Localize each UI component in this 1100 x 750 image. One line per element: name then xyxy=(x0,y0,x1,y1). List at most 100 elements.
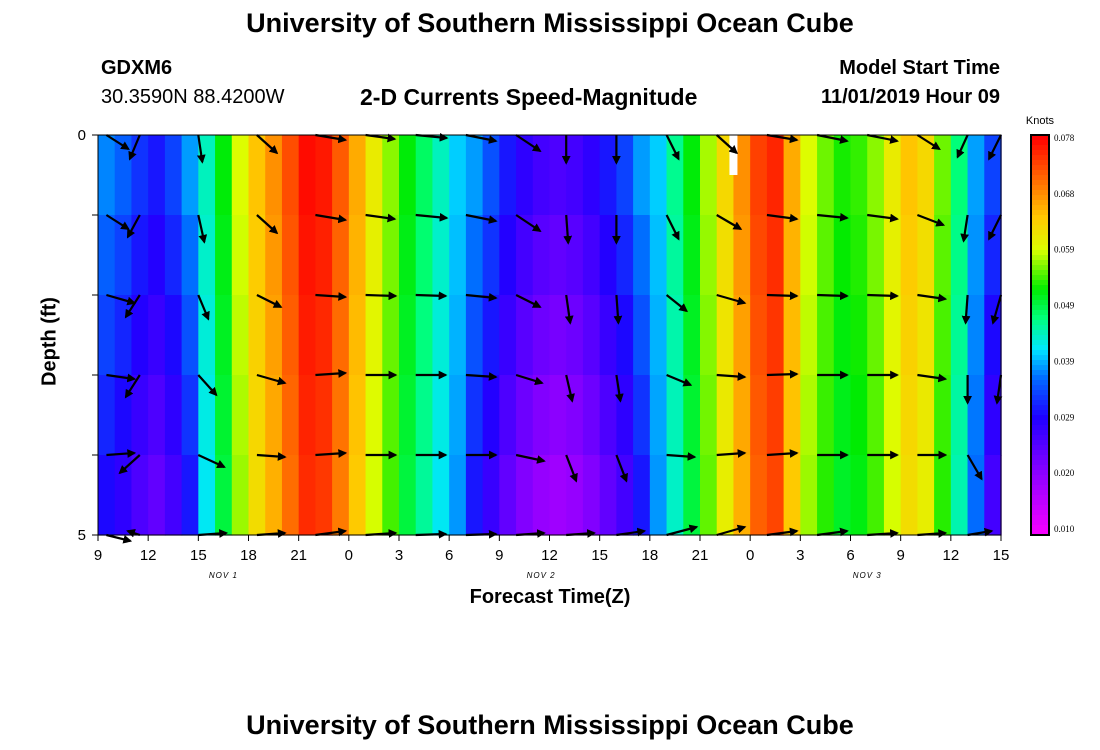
current-vector xyxy=(564,294,574,325)
heatmap-cell xyxy=(164,375,183,456)
colorbar-segment xyxy=(1031,460,1049,466)
heatmap-cell xyxy=(181,295,199,376)
current-vector xyxy=(106,373,137,383)
heatmap-cell xyxy=(733,215,751,296)
y-axis-title: Depth (ft) xyxy=(38,297,61,386)
heatmap-cell xyxy=(348,215,367,296)
current-vector xyxy=(867,291,899,301)
colorbar-segment xyxy=(1031,145,1049,151)
heatmap-cell xyxy=(281,455,300,536)
current-vector xyxy=(716,293,747,306)
colorbar-segment xyxy=(1031,225,1049,231)
heatmap-cell xyxy=(164,455,183,536)
heatmap-cell xyxy=(833,215,852,296)
current-vectors xyxy=(105,132,1003,544)
heatmap-cell xyxy=(900,215,918,296)
heatmap-cell xyxy=(215,135,233,216)
heatmap-cell xyxy=(415,135,434,216)
colorbar-segment xyxy=(1031,250,1049,256)
current-vector xyxy=(515,453,546,464)
heatmap-cell xyxy=(248,135,266,216)
current-vector xyxy=(315,133,348,144)
current-vector xyxy=(966,454,983,481)
heatmap-cell xyxy=(164,135,183,216)
heatmap-cell xyxy=(148,295,166,376)
heatmap-cell xyxy=(649,375,668,456)
colorbar-segment xyxy=(1031,305,1049,311)
current-vector xyxy=(515,294,542,308)
heatmap-cell xyxy=(582,215,601,296)
current-vector xyxy=(365,133,397,143)
heatmap-cell xyxy=(700,455,718,536)
heatmap-cell xyxy=(532,215,551,296)
heatmap-cell xyxy=(582,455,601,536)
x-tick-label: 15 xyxy=(993,547,1010,564)
colorbar-segment xyxy=(1031,345,1049,351)
heatmap-cell xyxy=(399,455,417,536)
x-tick-label: 12 xyxy=(942,547,959,564)
current-vector xyxy=(615,454,628,483)
colorbar-segment xyxy=(1031,410,1049,416)
current-vector xyxy=(665,214,680,241)
colorbar-segment xyxy=(1031,520,1049,526)
heatmap-cell xyxy=(532,135,551,216)
heatmap-cell xyxy=(215,295,233,376)
current-vector xyxy=(766,213,799,223)
current-vector xyxy=(960,214,970,243)
heatmap-cell xyxy=(766,295,785,376)
heatmap-cell xyxy=(599,295,617,376)
heatmap-cell xyxy=(566,295,584,376)
heatmap-cell xyxy=(833,295,852,376)
colorbar-segment xyxy=(1031,255,1049,261)
heatmap-cell xyxy=(499,295,517,376)
heatmap-cell xyxy=(315,455,333,536)
colorbar-segment xyxy=(1031,200,1049,206)
heatmap-cell xyxy=(215,455,233,536)
heatmap-cell xyxy=(883,375,902,456)
colorbar-segment xyxy=(1031,275,1049,281)
current-vector xyxy=(766,527,799,537)
heatmap-cell xyxy=(900,455,918,536)
colorbar-segment xyxy=(1031,365,1049,371)
current-vector xyxy=(315,292,348,301)
colorbar-segment xyxy=(1031,235,1049,241)
x-tick-label: 9 xyxy=(94,547,102,564)
heatmap-cell xyxy=(198,455,216,536)
colorbar-segment xyxy=(1031,405,1049,411)
heatmap-cell xyxy=(599,455,617,536)
heatmap-cell xyxy=(766,215,785,296)
heatmap-cell xyxy=(917,135,935,216)
heatmap-cell xyxy=(984,215,1002,296)
colorbar-segment xyxy=(1031,415,1049,421)
heatmap-cell xyxy=(950,295,969,376)
heatmap-cell xyxy=(465,295,484,376)
current-vector xyxy=(766,291,799,301)
current-vector xyxy=(315,213,348,224)
heatmap-cell xyxy=(783,455,801,536)
heatmap-cell xyxy=(649,295,668,376)
heatmap-cell xyxy=(432,455,450,536)
heatmap-cell xyxy=(833,455,852,536)
heatmap-cell xyxy=(482,135,500,216)
heatmap-cell xyxy=(482,215,500,296)
heatmap-cell xyxy=(649,455,668,536)
colorbar-segment xyxy=(1031,385,1049,391)
colorbar-segment xyxy=(1031,525,1049,531)
heatmap-cell xyxy=(315,135,333,216)
colorbar-tick-label: 0.068 xyxy=(1054,189,1075,199)
current-vector xyxy=(365,213,397,223)
heatmap-cell xyxy=(800,215,818,296)
heatmap-cell xyxy=(700,135,718,216)
current-vector xyxy=(961,294,971,325)
current-vector xyxy=(565,374,575,403)
heatmap-cell xyxy=(716,295,735,376)
x-axis: 9 12 15 18 21 0 3 6 9 12 15 18 21 0 3 6 9 12 15 xyxy=(94,535,1010,564)
heatmap-cell xyxy=(449,455,467,536)
heatmap-cell xyxy=(332,295,350,376)
heatmap-cell xyxy=(348,295,367,376)
heatmap-cell xyxy=(399,215,417,296)
heatmap-cell xyxy=(482,375,500,456)
current-vector xyxy=(465,292,498,302)
heatmap-cell xyxy=(231,455,250,536)
